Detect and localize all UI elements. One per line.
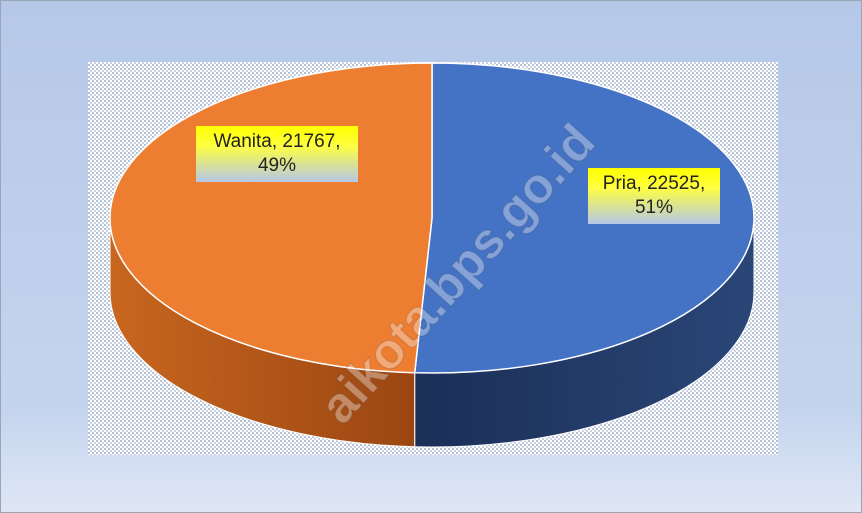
data-label: Pria, 22525, 51%	[588, 168, 720, 224]
data-label: Wanita, 21767, 49%	[196, 126, 358, 182]
pie-slice	[413, 62, 755, 374]
